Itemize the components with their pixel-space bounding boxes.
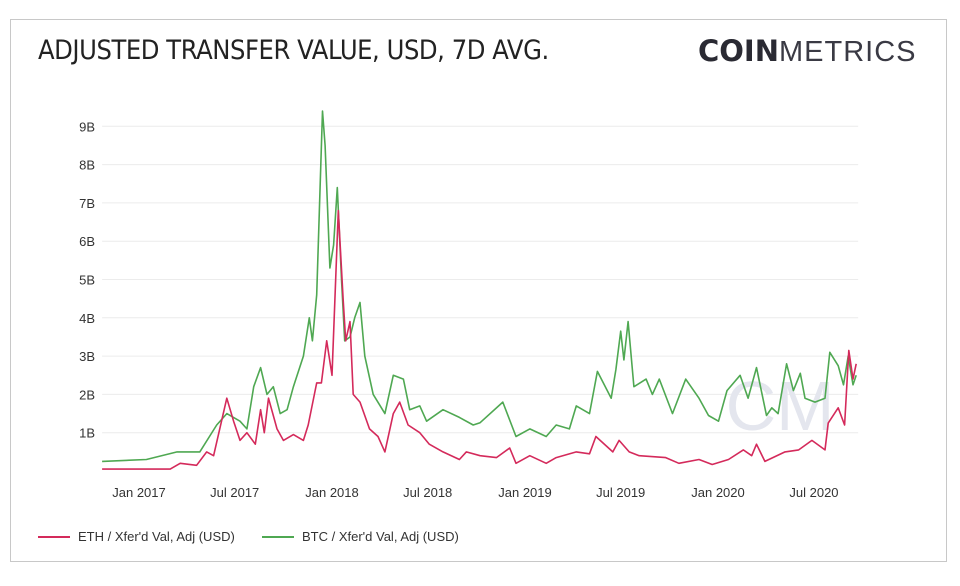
legend-label-eth: ETH / Xfer'd Val, Adj (USD) — [78, 529, 235, 544]
legend-label-btc: BTC / Xfer'd Val, Adj (USD) — [302, 529, 459, 544]
x-tick-label: Jul 2020 — [789, 485, 838, 500]
logo-light-text: METRICS — [779, 36, 917, 68]
x-tick-label: Jan 2019 — [498, 485, 552, 500]
legend-item-btc[interactable]: BTC / Xfer'd Val, Adj (USD) — [262, 529, 459, 544]
logo-bold-text: COIN — [698, 34, 779, 68]
y-tick-label: 5B — [79, 273, 95, 288]
x-tick-label: Jul 2019 — [596, 485, 645, 500]
x-tick-label: Jan 2018 — [305, 485, 359, 500]
y-tick-label: 2B — [79, 387, 95, 402]
legend-swatch-eth — [38, 535, 70, 538]
y-tick-label: 7B — [79, 196, 95, 211]
y-tick-label: 9B — [79, 119, 95, 134]
chart-title: ADJUSTED TRANSFER VALUE, USD, 7D AVG. — [38, 35, 549, 66]
y-tick-label: 6B — [79, 234, 95, 249]
x-tick-label: Jul 2018 — [403, 485, 452, 500]
y-tick-label: 8B — [79, 158, 95, 173]
legend-swatch-btc — [262, 535, 294, 538]
x-tick-label: Jan 2017 — [112, 485, 166, 500]
chart-card — [10, 19, 947, 562]
y-tick-label: 1B — [79, 426, 95, 441]
btc-series-line — [102, 110, 857, 463]
x-tick-label: Jan 2020 — [691, 485, 745, 500]
y-tick-label: 3B — [79, 349, 95, 364]
legend-item-eth[interactable]: ETH / Xfer'd Val, Adj (USD) — [38, 529, 235, 544]
eth-series-line — [102, 209, 857, 470]
x-tick-label: Jul 2017 — [210, 485, 259, 500]
y-tick-label: 4B — [79, 311, 95, 326]
coinmetrics-logo: COINMETRICS — [698, 34, 917, 69]
